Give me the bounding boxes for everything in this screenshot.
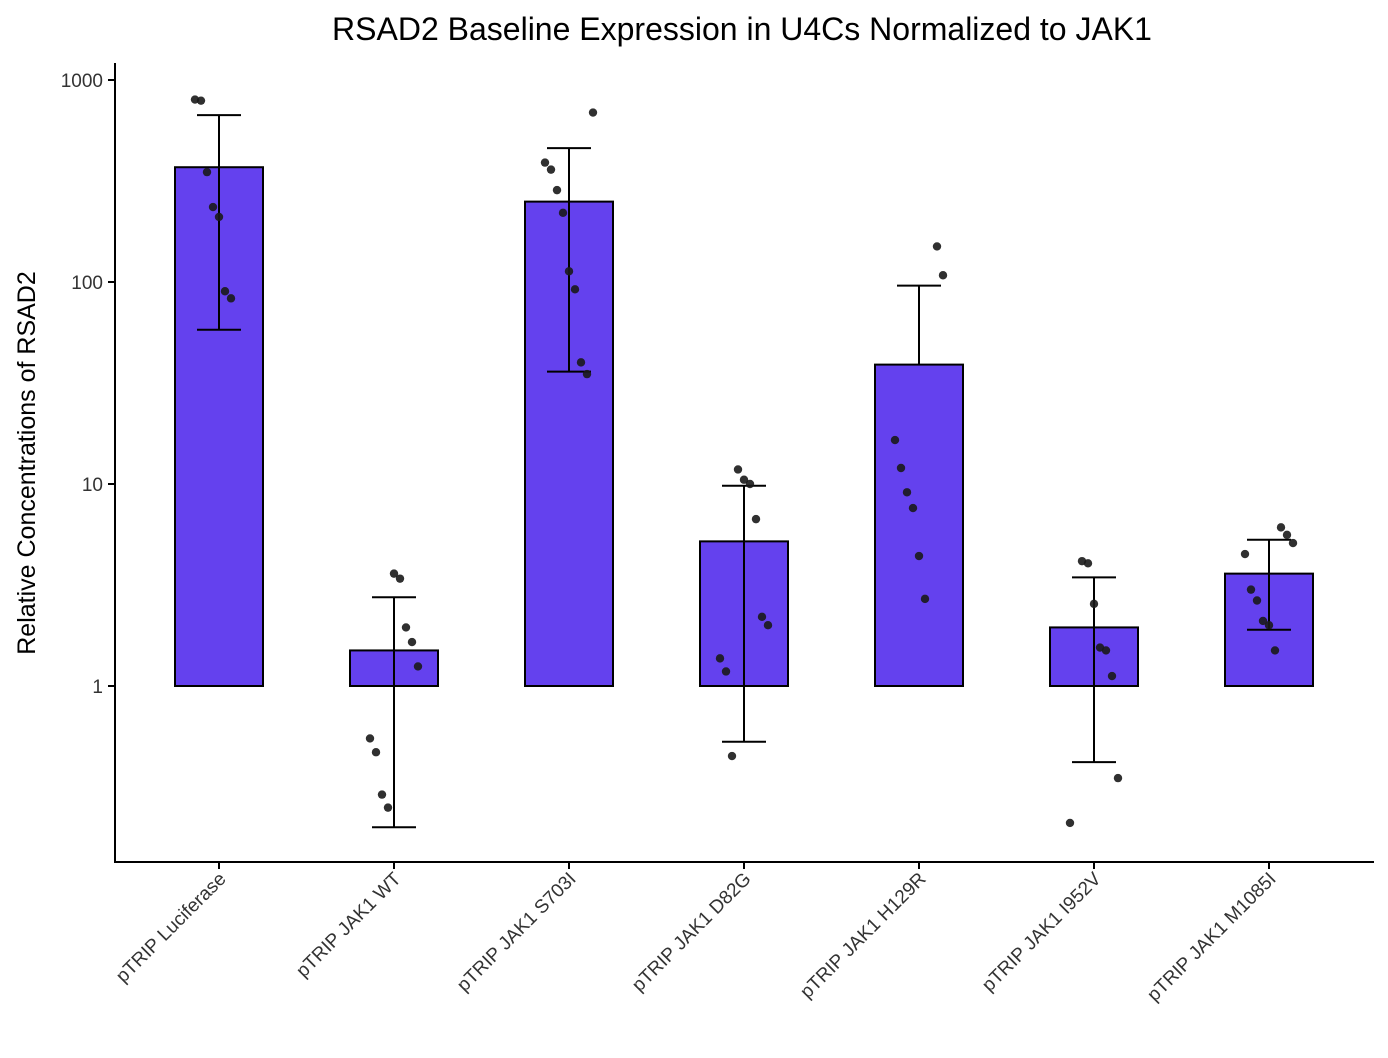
data-point [365, 734, 375, 743]
data-point [1107, 671, 1117, 681]
data-point [902, 488, 912, 497]
data-point [908, 503, 918, 513]
data-point [1282, 530, 1292, 540]
data-point [1258, 616, 1268, 626]
data-point [564, 267, 574, 276]
data-point [1246, 585, 1256, 594]
data-point [413, 662, 423, 671]
data-point [745, 479, 755, 489]
data-point [914, 551, 924, 561]
data-point [1089, 599, 1099, 609]
y-tick-label: 1 [92, 677, 103, 698]
data-point [202, 167, 212, 177]
data-point [938, 271, 948, 280]
data-point [558, 208, 568, 218]
data-point [1270, 646, 1280, 655]
data-point [371, 748, 381, 757]
data-point [739, 475, 749, 484]
data-point [920, 594, 930, 604]
x-tick-label: pTRIP JAK1 S703I [453, 869, 580, 996]
data-point [757, 612, 767, 622]
chart-title: RSAD2 Baseline Expression in U4Cs Normal… [332, 11, 1152, 47]
data-point [1101, 646, 1111, 655]
data-point [208, 202, 218, 212]
data-point [383, 803, 393, 812]
data-point [1065, 818, 1075, 828]
data-point [576, 358, 586, 367]
y-tick-label: 1000 [61, 71, 103, 92]
x-ticks: pTRIP Luciferase pTRIP JAK1 WT pTRIP JAK1 … [112, 862, 1281, 1006]
data-point [377, 790, 387, 799]
data-point [407, 637, 417, 647]
x-tick-label: pTRIP JAK1 WT [292, 868, 405, 981]
data-point [196, 96, 206, 105]
x-tick-label: pTRIP JAK1 D82G [628, 869, 755, 996]
x-tick-label: pTRIP JAK1 H129R [796, 869, 930, 1003]
data-point [763, 620, 773, 630]
data-point [214, 212, 224, 222]
data-point [540, 158, 550, 167]
data-point [395, 574, 405, 583]
error-bars [197, 114, 1291, 829]
data-point [896, 463, 906, 473]
data-point [588, 108, 598, 117]
data-point [1083, 559, 1093, 568]
y-axis-label: Relative Concentrations of RSAD2 [13, 271, 41, 655]
data-point [1288, 538, 1298, 548]
x-tick-label: pTRIP JAK1 I952V [978, 868, 1106, 996]
data-point [570, 285, 580, 294]
data-point [401, 623, 411, 632]
data-point [1113, 773, 1123, 783]
y-ticks: 1 10 100 1000 [61, 71, 115, 698]
data-point [733, 465, 743, 474]
data-point [1276, 523, 1286, 532]
x-tick-label: pTRIP JAK1 M1085I [1143, 869, 1280, 1006]
data-point [389, 569, 399, 578]
data-point [1240, 549, 1250, 559]
data-point [226, 294, 236, 303]
data-point [890, 435, 900, 445]
data-point [1264, 620, 1274, 630]
data-point [715, 654, 725, 663]
data-point [721, 667, 731, 676]
bar [874, 363, 964, 687]
x-tick-label: pTRIP Luciferase [112, 869, 230, 987]
data-point [546, 165, 556, 174]
y-tick-label: 100 [71, 273, 103, 294]
data-points [190, 95, 1298, 828]
y-tick-label: 10 [82, 475, 103, 496]
data-point [751, 514, 761, 524]
data-point [552, 185, 562, 195]
data-point [932, 242, 942, 251]
data-point [220, 287, 230, 296]
data-point [1252, 596, 1262, 605]
data-point [582, 369, 592, 379]
data-point [727, 751, 737, 761]
